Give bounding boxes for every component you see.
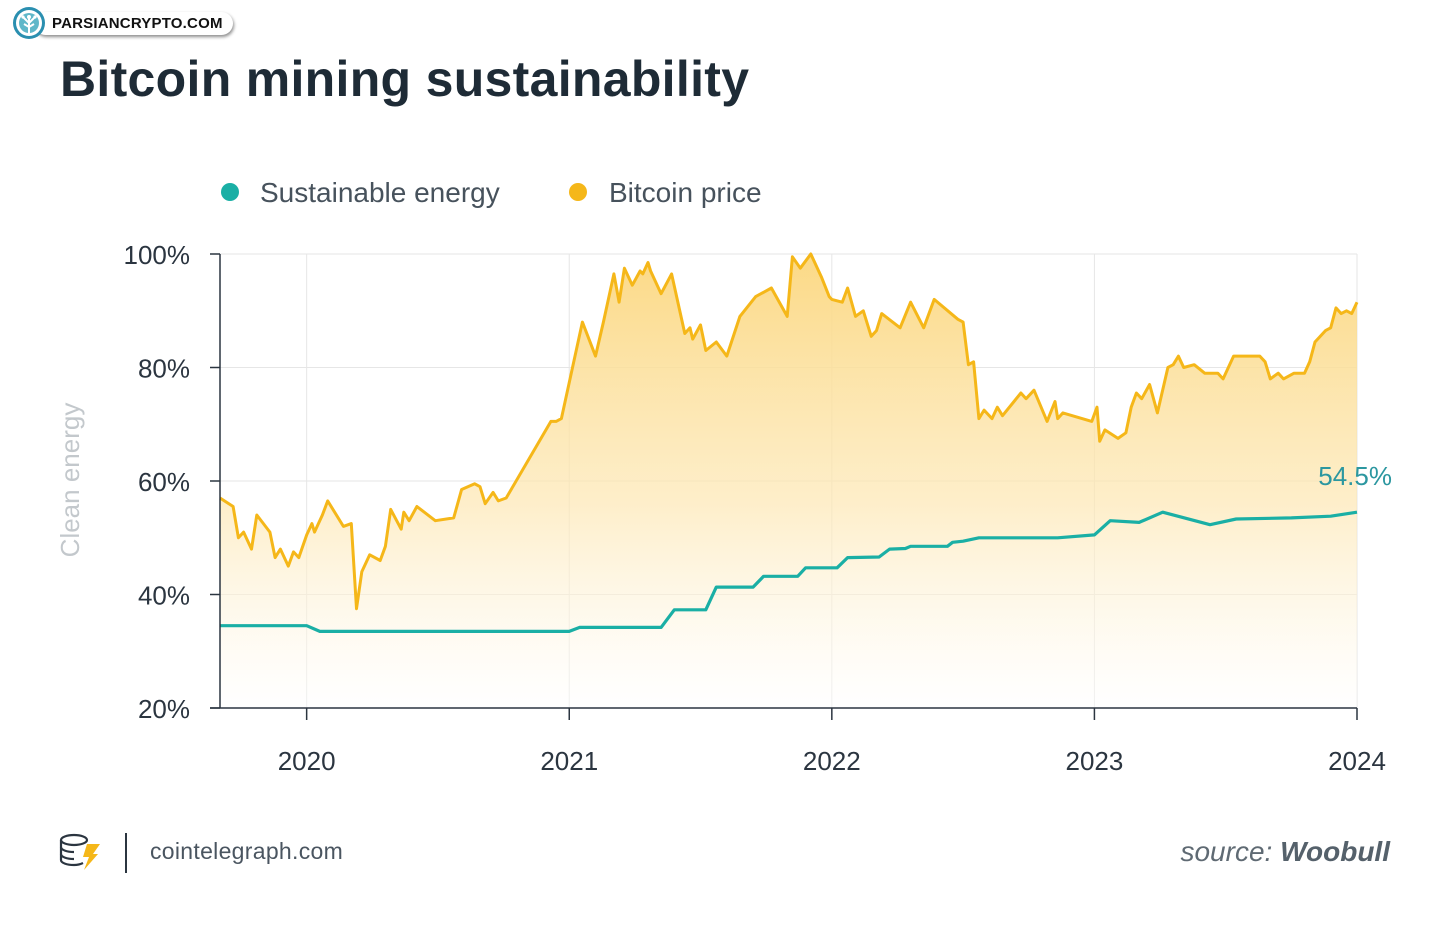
- parsiancrypto-logo-icon: [13, 7, 45, 39]
- bitcoin-sustainability-chart: Sustainable energy Bitcoin price Clean e…: [55, 177, 1392, 776]
- x-tick-label: 2023: [1065, 746, 1123, 776]
- chart-title: Bitcoin mining sustainability: [60, 51, 750, 107]
- series-line-bitcoin-price: [219, 252, 1359, 611]
- legend-swatch-price: [569, 183, 587, 201]
- end-value-label: 54.5%: [1318, 461, 1392, 491]
- x-tick-label: 2022: [803, 746, 861, 776]
- footer-divider: [125, 833, 127, 873]
- x-tick-label: 2024: [1328, 746, 1386, 776]
- legend-label-price: Bitcoin price: [609, 177, 762, 208]
- legend: Sustainable energy Bitcoin price: [221, 177, 762, 208]
- watermark-text: PARSIANCRYPTO.COM: [34, 11, 233, 35]
- cointelegraph-logo-icon: [59, 833, 100, 870]
- y-axis-label: Clean energy: [55, 403, 85, 558]
- source-prefix: source:: [1180, 836, 1273, 867]
- y-tick-label: 40%: [138, 581, 190, 611]
- y-tick-label: 20%: [138, 694, 190, 724]
- source-name: Woobull: [1280, 836, 1390, 867]
- series-line-sustainable-energy: [220, 510, 1358, 634]
- legend-label-sustainable: Sustainable energy: [260, 177, 500, 208]
- legend-swatch-sustainable: [221, 183, 239, 201]
- price-area: [220, 254, 1357, 708]
- y-tick-label: 60%: [138, 467, 190, 497]
- x-tick-label: 2021: [540, 746, 598, 776]
- source-credit: source: Woobull: [1180, 836, 1390, 868]
- footer-site[interactable]: cointelegraph.com: [150, 838, 344, 864]
- y-tick-label: 100%: [124, 240, 191, 270]
- watermark: PARSIANCRYPTO.COM: [12, 6, 233, 40]
- y-tick-label: 80%: [138, 354, 190, 384]
- x-tick-label: 2020: [278, 746, 336, 776]
